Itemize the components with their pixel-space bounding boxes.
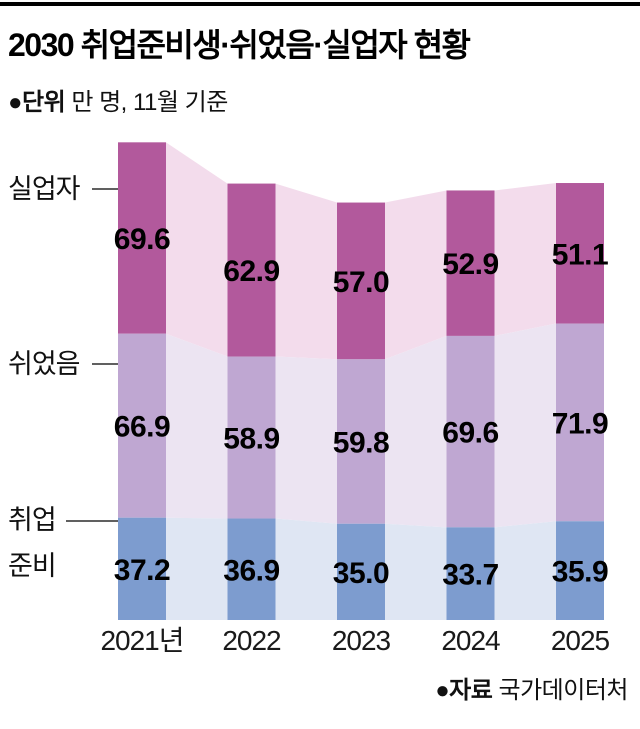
unit-note-text: 만 명, 11월 기준 [65,89,228,116]
flow-band-inactive-2 [385,335,447,528]
x-label-2025: 2025 [551,625,610,656]
value-label-inactive-2021년: 66.9 [114,411,170,444]
bar-segment-unemployed-2024 [446,190,495,336]
bar-segment-unemployed-2021년 [118,142,166,334]
bar-segment-inactive-2024 [446,335,495,528]
value-label-job-prep-2023: 35.0 [333,557,389,590]
bar-segment-inactive-2022 [227,356,276,519]
top-rule [0,2,640,6]
flow-band-inactive-1 [275,356,337,524]
x-label-2023: 2023 [332,625,391,656]
flow-band-job-prep-0 [166,517,228,620]
series-label-job-prep: 준비 [8,551,56,581]
value-label-unemployed-2023: 57.0 [333,266,389,299]
value-label-inactive-2024: 69.6 [442,417,498,450]
bar-segment-job-prep-2023 [337,523,385,620]
source-note-text: 국가데이터처 [492,677,629,704]
unit-note-bullet: ●단위 [8,89,66,116]
bar-segment-inactive-2021년 [118,333,166,518]
value-label-unemployed-2022: 62.9 [223,255,279,288]
flow-band-job-prep-2 [385,523,447,620]
flow-band-unemployed-0 [166,142,228,357]
source-note-bullet: ●자료 [435,677,493,704]
flow-band-unemployed-2 [385,190,447,360]
bar-segment-inactive-2023 [337,359,385,524]
value-label-unemployed-2024: 52.9 [442,248,498,281]
flow-band-inactive-0 [166,333,228,519]
value-label-job-prep-2024: 33.7 [442,559,498,592]
x-label-2024: 2024 [441,625,500,656]
flow-band-job-prep-3 [494,521,556,620]
bar-segment-job-prep-2022 [227,518,276,620]
value-label-job-prep-2025: 35.9 [552,556,608,589]
value-label-unemployed-2021년: 69.6 [114,223,170,256]
value-label-inactive-2022: 58.9 [223,423,279,456]
series-label-unemployed: 실업자 [8,174,81,204]
bar-segment-job-prep-2025 [556,521,604,620]
value-label-unemployed-2025: 51.1 [552,238,608,271]
value-label-job-prep-2021년: 37.2 [114,554,170,587]
value-label-job-prep-2022: 36.9 [223,554,279,587]
x-label-2022: 2022 [222,625,281,656]
bar-segment-job-prep-2021년 [118,517,166,620]
page-title: 2030 취업준비생·쉬었음·실업자 현황 [8,27,471,63]
bar-segment-inactive-2025 [556,323,604,522]
source-note: ●자료 국가데이터처 [435,670,628,705]
flow-band-unemployed-3 [494,183,556,336]
x-label-2021년: 2021년 [100,625,183,656]
bar-segment-unemployed-2025 [556,183,604,324]
bar-segment-unemployed-2023 [337,202,385,360]
series-label-inactive: 쉬었음 [8,349,80,379]
series-label-job-prep: 취업 [8,505,56,535]
unit-note: ●단위 만 명, 11월 기준 [8,82,228,117]
flow-band-unemployed-1 [275,183,337,360]
flow-band-job-prep-1 [275,518,337,620]
value-label-inactive-2023: 59.8 [333,427,389,460]
flow-band-inactive-3 [494,323,556,528]
bar-segment-job-prep-2024 [446,527,495,620]
bar-segment-unemployed-2022 [227,183,276,357]
value-label-inactive-2025: 71.9 [552,407,608,440]
